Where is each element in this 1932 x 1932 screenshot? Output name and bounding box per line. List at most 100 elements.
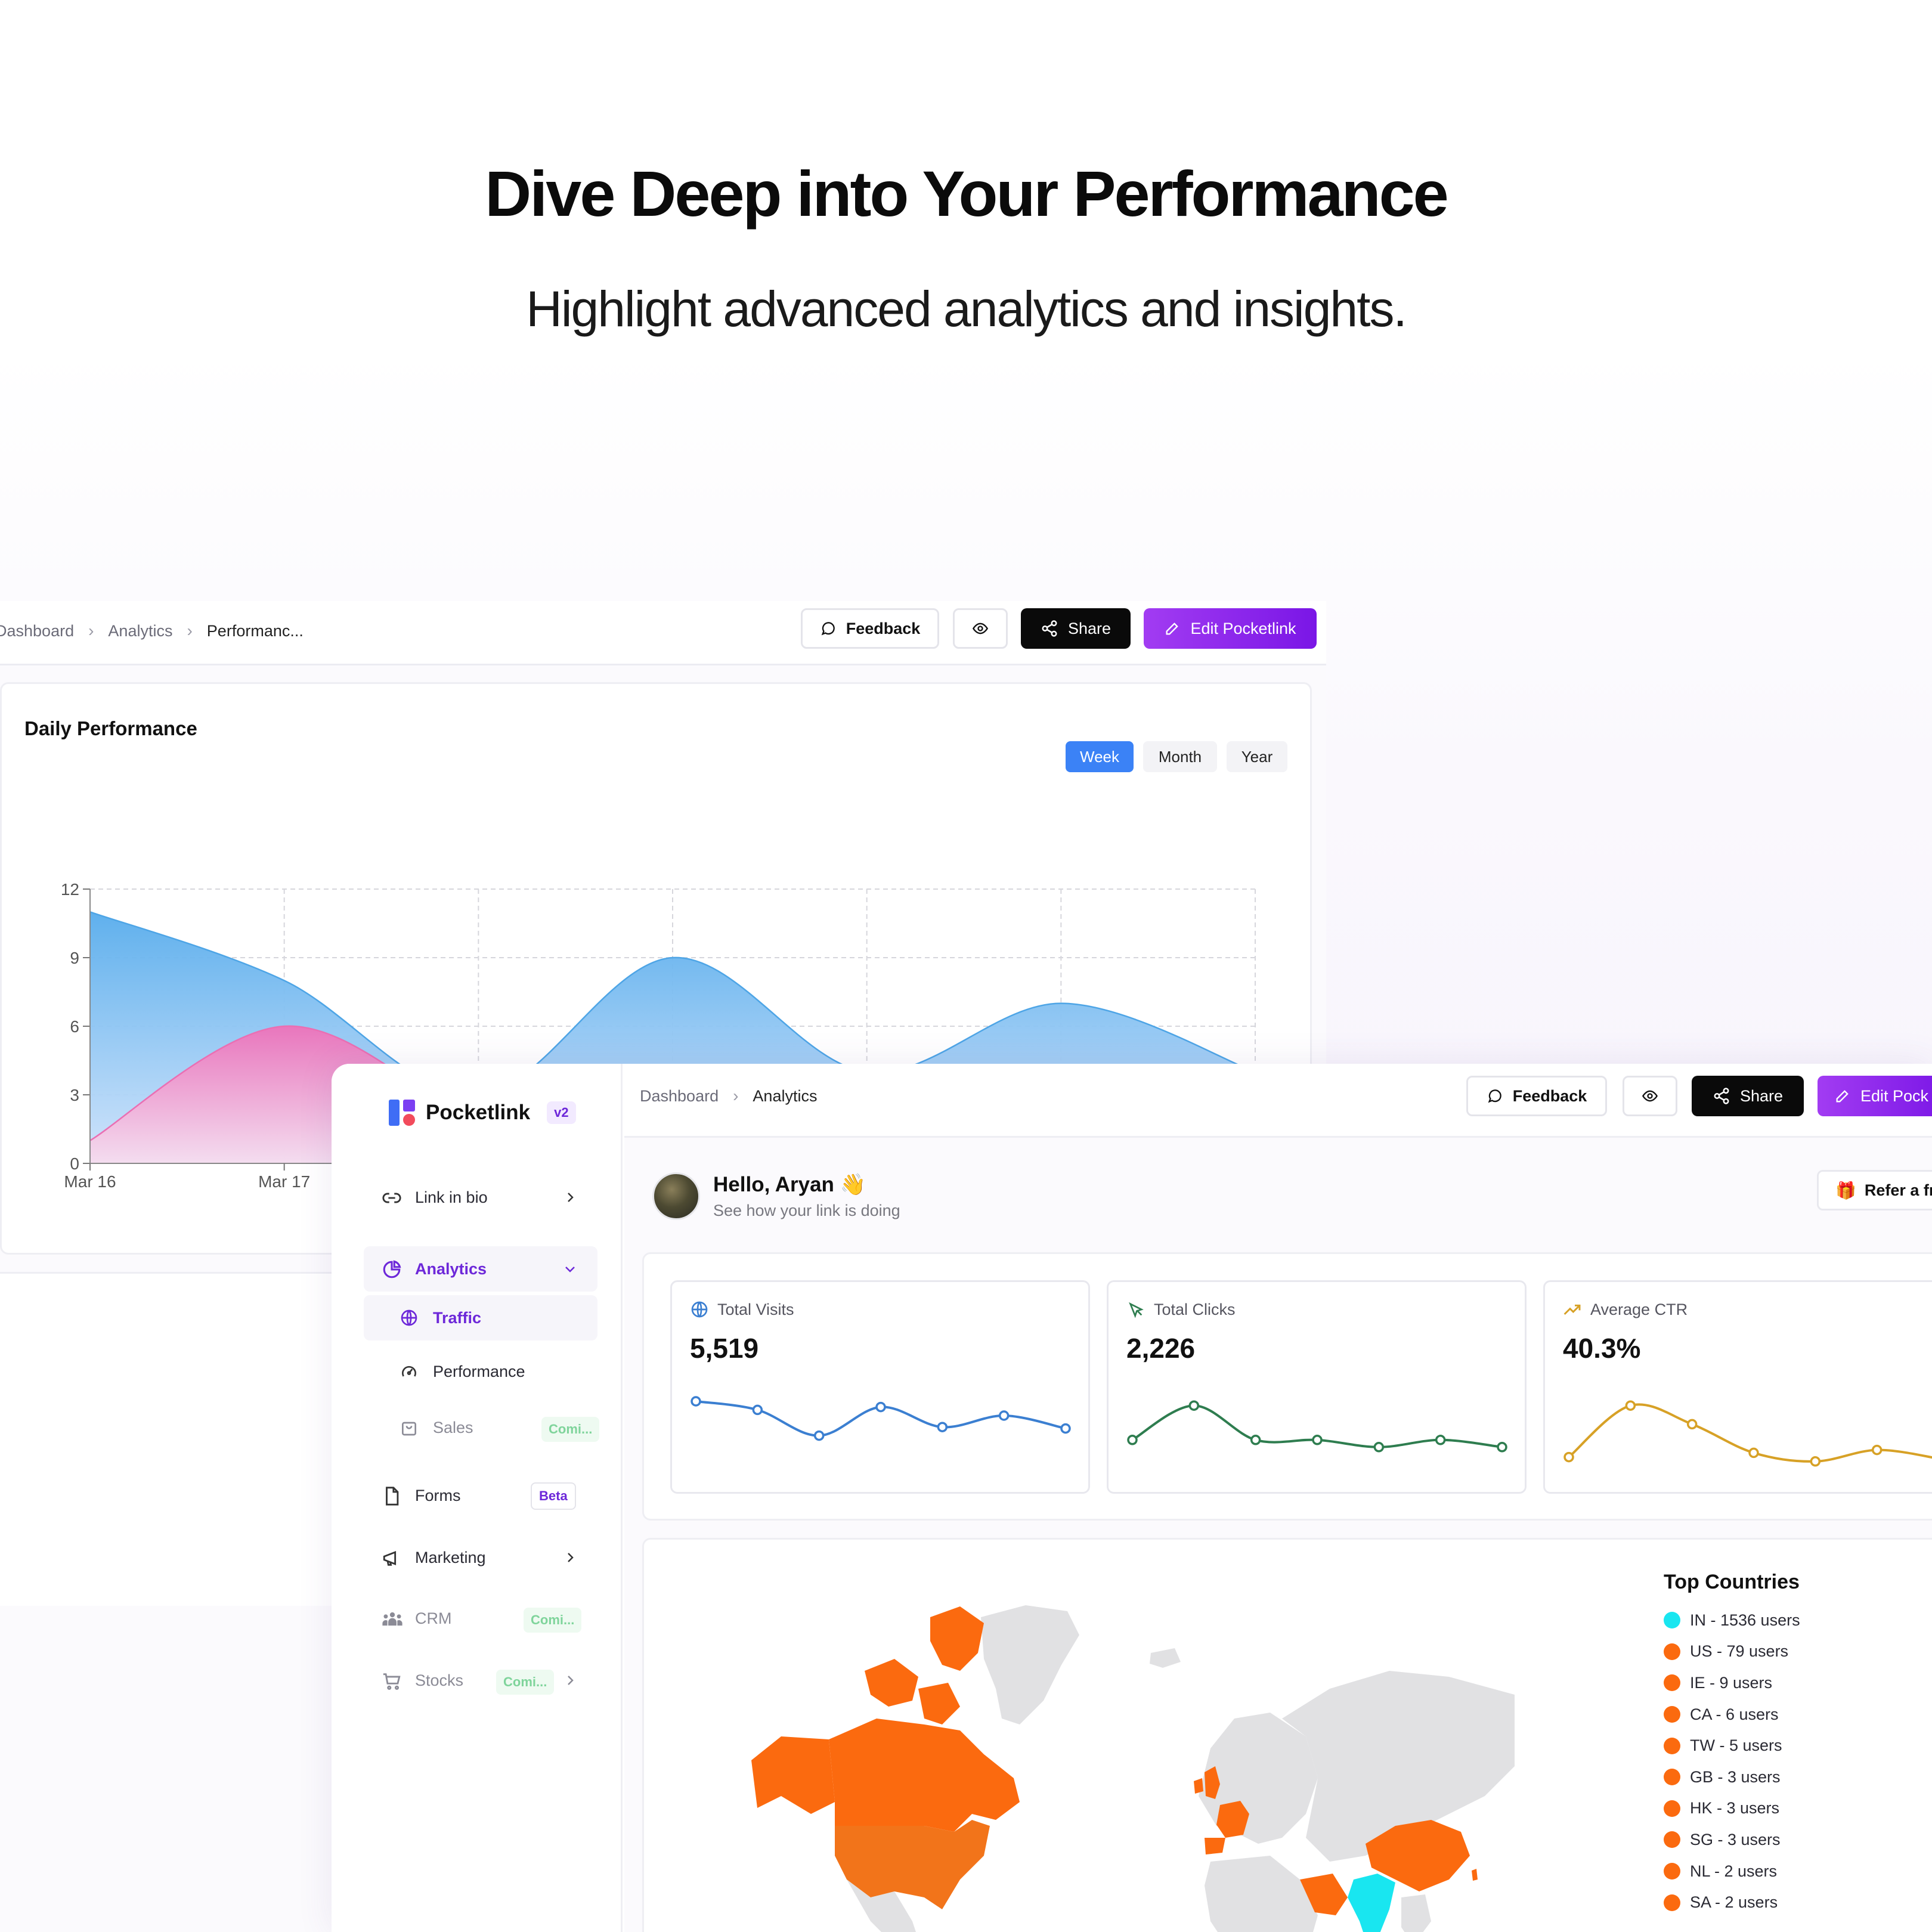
sparkline-point xyxy=(1497,1442,1507,1453)
sidebar-item-label: CRM xyxy=(415,1609,452,1627)
share-icon xyxy=(1714,1088,1729,1104)
map-ireland[interactable] xyxy=(1194,1778,1203,1794)
map-western-europe[interactable] xyxy=(1216,1801,1249,1838)
map-africa[interactable] xyxy=(1205,1856,1318,1932)
eye-icon xyxy=(1642,1090,1658,1102)
share-button[interactable]: Share xyxy=(1021,608,1131,649)
sidebar-item-performance[interactable]: Performance xyxy=(364,1349,597,1394)
globe-icon xyxy=(691,1301,708,1318)
breadcrumb: Dashboard › Analytics › Performanc... xyxy=(0,621,304,640)
share-label: Share xyxy=(1067,619,1111,637)
breadcrumb-current: Performanc... xyxy=(206,621,304,640)
range-week[interactable]: Week xyxy=(1066,741,1134,772)
brand[interactable]: Pocketlink v2 xyxy=(388,1098,576,1127)
refer-button[interactable]: 🎁 Refer a fri xyxy=(1817,1170,1932,1210)
stat-card-total-clicks[interactable]: Total Clicks 2,226 xyxy=(1107,1280,1527,1494)
breadcrumb: Dashboard › Analytics xyxy=(640,1086,817,1106)
breadcrumb-dashboard[interactable]: Dashboard xyxy=(640,1086,719,1105)
sidebar-item-analytics[interactable]: Analytics xyxy=(364,1246,597,1292)
trending-up-icon xyxy=(1563,1304,1581,1315)
sidebar-item-crm[interactable]: CRM Comi... xyxy=(364,1596,597,1641)
pocketlink-logo-icon xyxy=(389,1100,415,1126)
range-year[interactable]: Year xyxy=(1227,741,1287,772)
map-greenland[interactable] xyxy=(981,1605,1079,1724)
x-tick-label: Mar 16 xyxy=(64,1172,116,1191)
breadcrumb-analytics[interactable]: Analytics xyxy=(108,621,173,640)
y-tick-label: 0 xyxy=(70,1154,79,1173)
country-list-item[interactable]: NL - 2 users xyxy=(1664,1856,1800,1887)
map-mexico[interactable] xyxy=(847,1880,924,1932)
chat-icon xyxy=(1488,1089,1501,1103)
sidebar-item-marketing[interactable]: Marketing xyxy=(364,1535,597,1580)
feedback-label: Feedback xyxy=(1512,1086,1587,1105)
country-color-dot xyxy=(1664,1612,1680,1629)
country-list-item[interactable]: IE - 9 users xyxy=(1664,1667,1800,1699)
map-usa[interactable] xyxy=(835,1820,990,1909)
greeting-subtitle: See how your link is doing xyxy=(713,1202,900,1219)
sidebar-item-forms[interactable]: Forms Beta xyxy=(364,1473,597,1518)
country-label: SG - 3 users xyxy=(1690,1830,1781,1849)
map-taiwan[interactable] xyxy=(1472,1869,1478,1881)
coming-soon-badge: Comi... xyxy=(541,1417,600,1442)
country-list-item[interactable]: US - 79 users xyxy=(1664,1636,1800,1668)
front-topbar: Dashboard › Analytics Feedback Share Edi… xyxy=(624,1064,1932,1138)
total-visits-sparkline xyxy=(691,1396,1071,1441)
map-southeast-asia[interactable] xyxy=(1401,1894,1431,1932)
pencil-icon xyxy=(1836,1090,1849,1103)
megaphone-icon xyxy=(383,1551,397,1566)
country-list-item[interactable]: CA - 6 users xyxy=(1664,1699,1800,1730)
map-india[interactable] xyxy=(1348,1874,1395,1932)
cursor-click-icon xyxy=(1129,1302,1144,1318)
hero-subtitle: Highlight advanced analytics and insight… xyxy=(526,281,1407,337)
edit-pocketlink-button[interactable]: Edit Pock xyxy=(1818,1076,1932,1116)
map-canada-islands-2[interactable] xyxy=(865,1659,918,1707)
sidebar-item-stocks[interactable]: Stocks Comi... xyxy=(364,1658,597,1703)
range-month[interactable]: Month xyxy=(1143,741,1217,772)
map-spain[interactable] xyxy=(1205,1838,1225,1854)
avatar[interactable] xyxy=(652,1172,700,1220)
map-canada-islands[interactable] xyxy=(930,1606,984,1671)
map-canada-islands-3[interactable] xyxy=(918,1683,960,1724)
country-list-item[interactable]: SG - 3 users xyxy=(1664,1824,1800,1856)
map-china[interactable] xyxy=(1366,1820,1470,1891)
countries-map-panel: Top Countries IN - 1536 users US - 79 use… xyxy=(642,1538,1932,1932)
map-canada[interactable] xyxy=(829,1719,1020,1832)
back-topbar: Dashboard › Analytics › Performanc... Fe… xyxy=(0,601,1326,665)
cart-icon xyxy=(383,1673,401,1690)
feedback-button[interactable]: Feedback xyxy=(801,608,939,649)
edit-pocketlink-button[interactable]: Edit Pocketlink xyxy=(1144,608,1317,649)
country-color-dot xyxy=(1664,1674,1680,1692)
map-asia[interactable] xyxy=(1282,1671,1515,1862)
sidebar-item-label: Stocks xyxy=(415,1671,464,1689)
country-list-item[interactable]: GB - 3 users xyxy=(1664,1761,1800,1793)
sparkline-point xyxy=(691,1396,701,1407)
country-label: IN - 1536 users xyxy=(1690,1611,1800,1629)
preview-button[interactable] xyxy=(953,608,1008,649)
sparkline-point xyxy=(1435,1435,1446,1445)
breadcrumb-dashboard[interactable]: Dashboard xyxy=(0,621,75,640)
y-tick-label: 12 xyxy=(61,880,79,899)
sidebar-item-sales[interactable]: Sales Comi... xyxy=(364,1405,600,1450)
sidebar-item-traffic[interactable]: Traffic xyxy=(364,1295,597,1340)
stat-card-total-visits[interactable]: Total Visits 5,519 xyxy=(670,1280,1090,1494)
chevron-right-icon xyxy=(568,1676,574,1685)
y-tick-label: 6 xyxy=(70,1017,79,1036)
country-list-item[interactable]: IN - 1536 users xyxy=(1664,1605,1800,1636)
map-alaska[interactable] xyxy=(751,1736,835,1814)
map-saudi-arabia[interactable] xyxy=(1300,1874,1348,1915)
preview-button[interactable] xyxy=(1623,1076,1677,1116)
country-color-dot xyxy=(1664,1894,1680,1911)
map-iceland[interactable] xyxy=(1150,1648,1181,1668)
stat-label: Total Clicks xyxy=(1154,1300,1236,1318)
share-button[interactable]: Share xyxy=(1692,1076,1804,1116)
sparkline-point xyxy=(1373,1442,1385,1453)
country-list-item[interactable]: HK - 3 users xyxy=(1664,1793,1800,1825)
hero-title: Dive Deep into Your Performance xyxy=(485,157,1448,230)
gauge-icon xyxy=(402,1366,416,1377)
sidebar-item-link-in-bio[interactable]: Link in bio xyxy=(364,1175,597,1220)
country-list-item[interactable]: SA - 2 users xyxy=(1664,1887,1800,1918)
feedback-button[interactable]: Feedback xyxy=(1466,1076,1607,1116)
map-uk[interactable] xyxy=(1205,1766,1220,1799)
country-list-item[interactable]: TW - 5 users xyxy=(1664,1730,1800,1761)
stat-card-average-ctr[interactable]: Average CTR 40.3% xyxy=(1543,1280,1932,1494)
